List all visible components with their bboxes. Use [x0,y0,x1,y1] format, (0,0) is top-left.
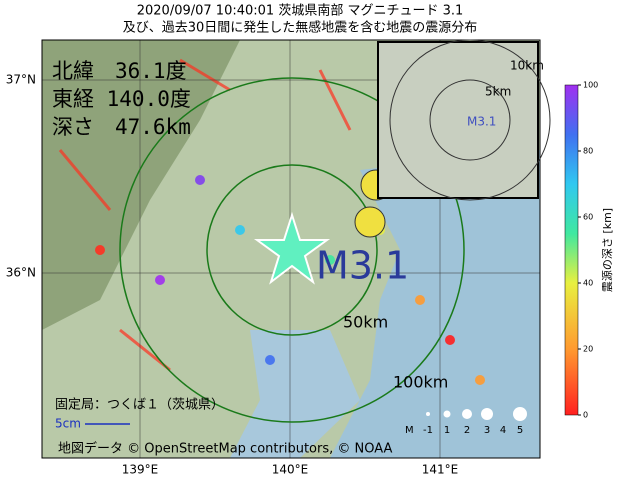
title-line1: 2020/09/07 10:40:01 茨城県南部 マグニチュード 3.1 [137,3,464,19]
ring-100-label: 100km [393,373,448,392]
scale-label: 5cm [55,417,81,431]
ring-50-label: 50km [343,313,388,332]
mag-legend-label: -1 [423,425,433,436]
mag-legend-label: 5 [517,425,523,436]
station: 固定局：つくば１（茨城県） [55,398,224,413]
mag-legend-label: 2 [464,425,470,436]
inset-ring-10: 10km [510,59,544,73]
colorbar-tick-label: 100 [583,81,598,90]
mag-legend: M -1 1 2 3 4 5 [405,407,527,436]
mag-legend-label: 4 [500,425,506,436]
lon-label: 140°E [272,463,309,477]
colorbar-tick-label: 60 [583,213,593,222]
lat-label: 36°N [6,266,36,280]
attribution: 地図データ © OpenStreetMap contributors, © NO… [58,441,392,457]
mag-legend-label: 3 [484,425,490,436]
magnitude-label: M3.1 [316,244,409,288]
colorbar [564,84,579,416]
lat-label: 37°N [6,73,36,87]
colorbar-tick-label: 0 [583,411,588,420]
mag-legend-label: 1 [444,425,450,436]
colorbar-tick-label: 40 [583,279,593,288]
inset-magnitude: M3.1 [467,115,496,129]
colorbar-tick-label: 80 [583,147,593,156]
colorbar-tick-label: 20 [583,345,593,354]
inset: 10km 5km M3.1 [377,39,551,201]
title-line2: 及び、過去30日間に発生した無感地震を含む地震の震源分布 [123,20,478,36]
colorbar-label: 震源の深さ [km] [600,208,614,292]
lon-label: 139°E [122,463,159,477]
latitude: 北緯 36.1度 [52,59,187,83]
mag-legend-title: M [405,425,414,436]
lon-label: 141°E [422,463,459,477]
depth: 深さ 47.6km [52,115,191,139]
longitude: 東経 140.0度 [52,87,191,111]
inset-ring-5: 5km [485,85,511,99]
